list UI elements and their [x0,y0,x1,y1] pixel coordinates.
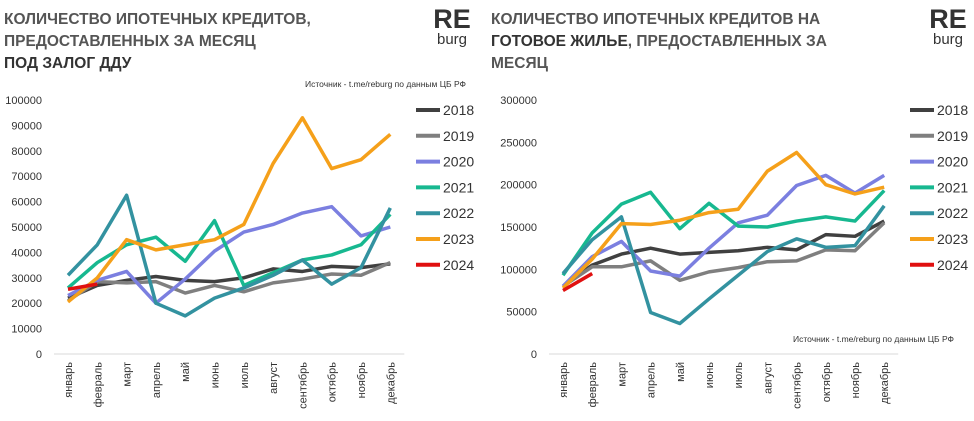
logo: RE [929,4,967,34]
chart-title: ПРЕДОСТАВЛЕННЫХ ЗА МЕСЯЦ [4,33,256,50]
title-segment: ПРЕДОСТАВЛЕННЫХ ЗА МЕСЯЦ [4,33,256,50]
x-tick-label: июнь [704,362,716,388]
x-tick-label: август [762,362,774,394]
title-segment: ГОТОВОЕ ЖИЛЬЕ [491,33,628,50]
y-tick-label: 100000 [5,95,42,107]
series-line [561,189,886,277]
legend-label: 2020 [937,154,968,170]
title-segment: ПОД ЗАЛОГ ДДУ [4,55,132,72]
legend-label: 2022 [937,205,968,221]
y-tick-label: 200000 [500,180,537,192]
logo: burg [933,31,963,48]
series-line [67,204,391,305]
y-tick-label: 100000 [500,264,537,276]
series-line [561,173,886,288]
legend-label: 2021 [937,179,968,195]
x-tick-label: сентябрь [792,362,804,409]
y-tick-label: 150000 [500,222,537,234]
legend-label: 2023 [443,231,474,247]
y-tick-label: 40000 [11,247,42,259]
series-line [66,116,392,304]
y-tick-label: 50000 [11,222,42,234]
y-tick-label: 80000 [11,146,42,158]
chart-title: МЕСЯЦ [491,55,549,72]
y-tick-label: 60000 [11,197,42,209]
chart-title: КОЛИЧЕСТВО ИПОТЕЧНЫХ КРЕДИТОВ, [4,11,311,28]
y-tick-label: 20000 [11,298,42,310]
logo: burg [437,31,467,48]
x-tick-label: апрель [151,362,163,398]
legend-label: 2021 [443,179,474,195]
x-tick-label: сентябрь [297,362,309,409]
x-tick-label: июль [239,362,251,389]
chart-title: КОЛИЧЕСТВО ИПОТЕЧНЫХ КРЕДИТОВ НА [491,11,820,28]
y-tick-label: 300000 [500,95,537,107]
y-tick-label: 50000 [506,307,537,319]
y-tick-label: 0 [531,349,537,361]
x-tick-label: март [616,362,628,387]
x-tick-label: февраль [587,362,599,408]
x-tick-label: май [180,362,192,382]
x-tick-label: январь [558,362,570,398]
series-line [562,221,886,288]
x-tick-label: декабрь [879,362,891,404]
title-segment: , ПРЕДОСТАВЛЕННЫХ ЗА [628,33,827,50]
x-tick-label: май [675,362,687,382]
y-tick-label: 250000 [500,137,537,149]
x-tick-label: март [122,362,134,387]
series-line [561,219,886,288]
y-tick-label: 90000 [11,120,42,132]
x-tick-label: январь [63,362,75,398]
legend-label: 2019 [443,128,474,144]
y-tick-label: 30000 [11,273,42,285]
x-tick-label: ноябрь [850,362,862,399]
legend-label: 2023 [937,231,968,247]
legend-label: 2024 [937,257,968,273]
source-note: Источник - t.me/reburg по данным ЦБ РФ [793,334,954,344]
legend-label: 2020 [443,154,474,170]
legend-label: 2024 [443,257,474,273]
chart-title: ГОТОВОЕ ЖИЛЬЕ, ПРЕДОСТАВЛЕННЫХ ЗА [491,33,827,50]
x-tick-label: июль [733,362,745,389]
x-tick-label: декабрь [385,362,397,404]
x-tick-label: октябрь [327,362,339,402]
series-line [67,282,98,291]
series-line [561,150,885,290]
legend-label: 2018 [443,102,474,118]
x-tick-label: октябрь [821,362,833,402]
title-segment: КОЛИЧЕСТВО ИПОТЕЧНЫХ КРЕДИТОВ, [4,11,311,28]
series-line [66,193,392,318]
legend-label: 2019 [937,128,968,144]
title-segment: МЕСЯЦ [491,55,549,72]
legend-label: 2018 [937,102,968,118]
x-tick-label: февраль [92,362,104,408]
x-tick-label: июнь [210,362,222,388]
series-line [67,260,391,303]
y-tick-label: 10000 [11,324,42,336]
source-note: Источник - t.me/reburg по данным ЦБ РФ [305,79,466,89]
legend-label: 2022 [443,205,474,221]
logo: RE [433,4,471,34]
chart-title: ПОД ЗАЛОГ ДДУ [4,55,132,72]
series-line [562,272,594,293]
title-segment: КОЛИЧЕСТВО ИПОТЕЧНЫХ КРЕДИТОВ НА [491,11,820,28]
x-tick-label: август [268,362,280,394]
y-tick-label: 70000 [11,171,42,183]
series-line [561,204,886,326]
x-tick-label: ноябрь [356,362,368,399]
y-tick-label: 0 [36,349,42,361]
x-tick-label: апрель [646,362,658,398]
